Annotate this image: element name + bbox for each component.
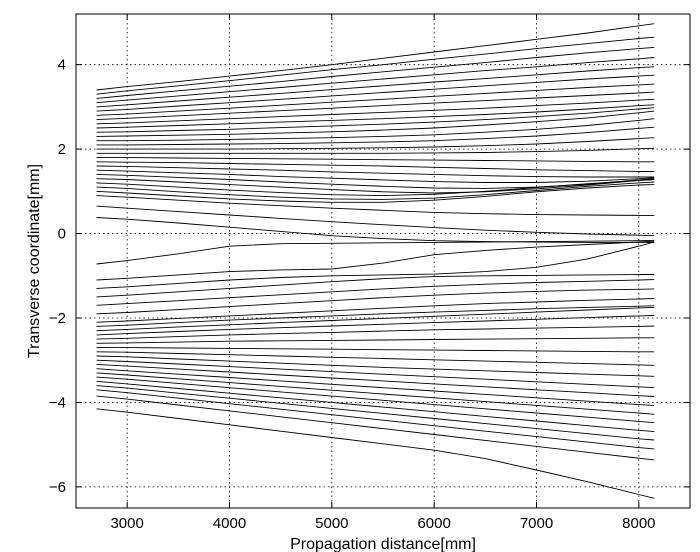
y-tick-label: 4	[58, 57, 66, 74]
trace-line-18	[96, 161, 655, 172]
trace-line-28	[96, 217, 655, 243]
y-tick-label: −4	[49, 394, 66, 411]
trace-line-11	[96, 107, 655, 133]
x-tick-label: 3000	[110, 515, 143, 532]
axis-ticks: 3000 4000 5000 6000 7000 8000 −6 −4 −2 0 2 4	[49, 14, 690, 532]
trace-line-17	[96, 157, 655, 163]
plot-frame	[75, 13, 691, 509]
trace-line-23	[96, 179, 655, 197]
trace-line-45	[96, 363, 655, 397]
y-axis-label: Transverse coordinate[mm]	[26, 164, 43, 358]
trace-line-49	[96, 380, 655, 433]
x-tick-label: 7000	[520, 515, 553, 532]
trace-line-32	[96, 274, 655, 298]
trace-line-36	[96, 305, 655, 327]
trace-line-2	[96, 36, 655, 95]
trace-line-1	[96, 23, 655, 91]
trace-line-9	[96, 98, 655, 125]
trace-line-5	[96, 66, 655, 108]
trace-line-22	[96, 178, 655, 194]
trace-line-48	[96, 376, 655, 424]
trace-line-31	[96, 241, 655, 289]
trace-line-26	[96, 195, 655, 216]
trace-line-43	[96, 355, 655, 377]
x-tick-label: 4000	[213, 515, 246, 532]
trace-line-21	[96, 173, 655, 189]
trace-line-52	[96, 395, 655, 461]
y-tick-label: −6	[49, 479, 66, 496]
grid-lines	[76, 14, 690, 508]
trace-line-50	[96, 385, 655, 441]
trace-line-41	[96, 347, 655, 353]
trace-line-7	[96, 83, 655, 116]
trace-line-34	[96, 288, 655, 315]
trace-line-19	[96, 165, 655, 178]
trace-line-24	[96, 181, 655, 200]
trace-line-20	[96, 169, 655, 183]
x-axis-label: Propagation distance[mm]	[290, 536, 476, 552]
trace-line-4	[96, 57, 655, 104]
trace-line-8	[96, 91, 655, 121]
trace-line-6	[96, 74, 655, 112]
trace-line-46	[96, 368, 655, 406]
y-tick-label: 2	[58, 141, 66, 158]
y-tick-label: −2	[49, 310, 66, 327]
y-tick-label: 0	[58, 226, 66, 243]
trace-line-33	[96, 279, 655, 306]
trace-line-14	[96, 126, 655, 146]
trace-line-44	[96, 359, 655, 389]
trace-line-30	[96, 240, 655, 281]
trace-line-15	[96, 137, 655, 150]
trace-line-53	[96, 408, 655, 499]
trace-line-29	[96, 239, 655, 265]
trace-line-38	[96, 315, 655, 336]
trace-line-10	[96, 104, 655, 129]
trace-lines	[96, 23, 655, 499]
trace-line-12	[96, 110, 655, 137]
trace-line-25	[96, 184, 655, 203]
x-tick-label: 8000	[622, 515, 655, 532]
trace-line-16	[96, 147, 655, 154]
trace-line-13	[96, 118, 655, 142]
trace-line-51	[96, 389, 655, 450]
trace-line-3	[96, 46, 655, 99]
trace-line-37	[96, 306, 655, 332]
trace-line-47	[96, 372, 655, 415]
trace-line-39	[96, 325, 655, 340]
trace-line-40	[96, 337, 655, 344]
x-tick-label: 6000	[417, 515, 450, 532]
x-tick-label: 5000	[315, 515, 348, 532]
trace-line-27	[96, 205, 655, 237]
trace-line-35	[96, 298, 655, 323]
trace-line-42	[96, 351, 655, 366]
